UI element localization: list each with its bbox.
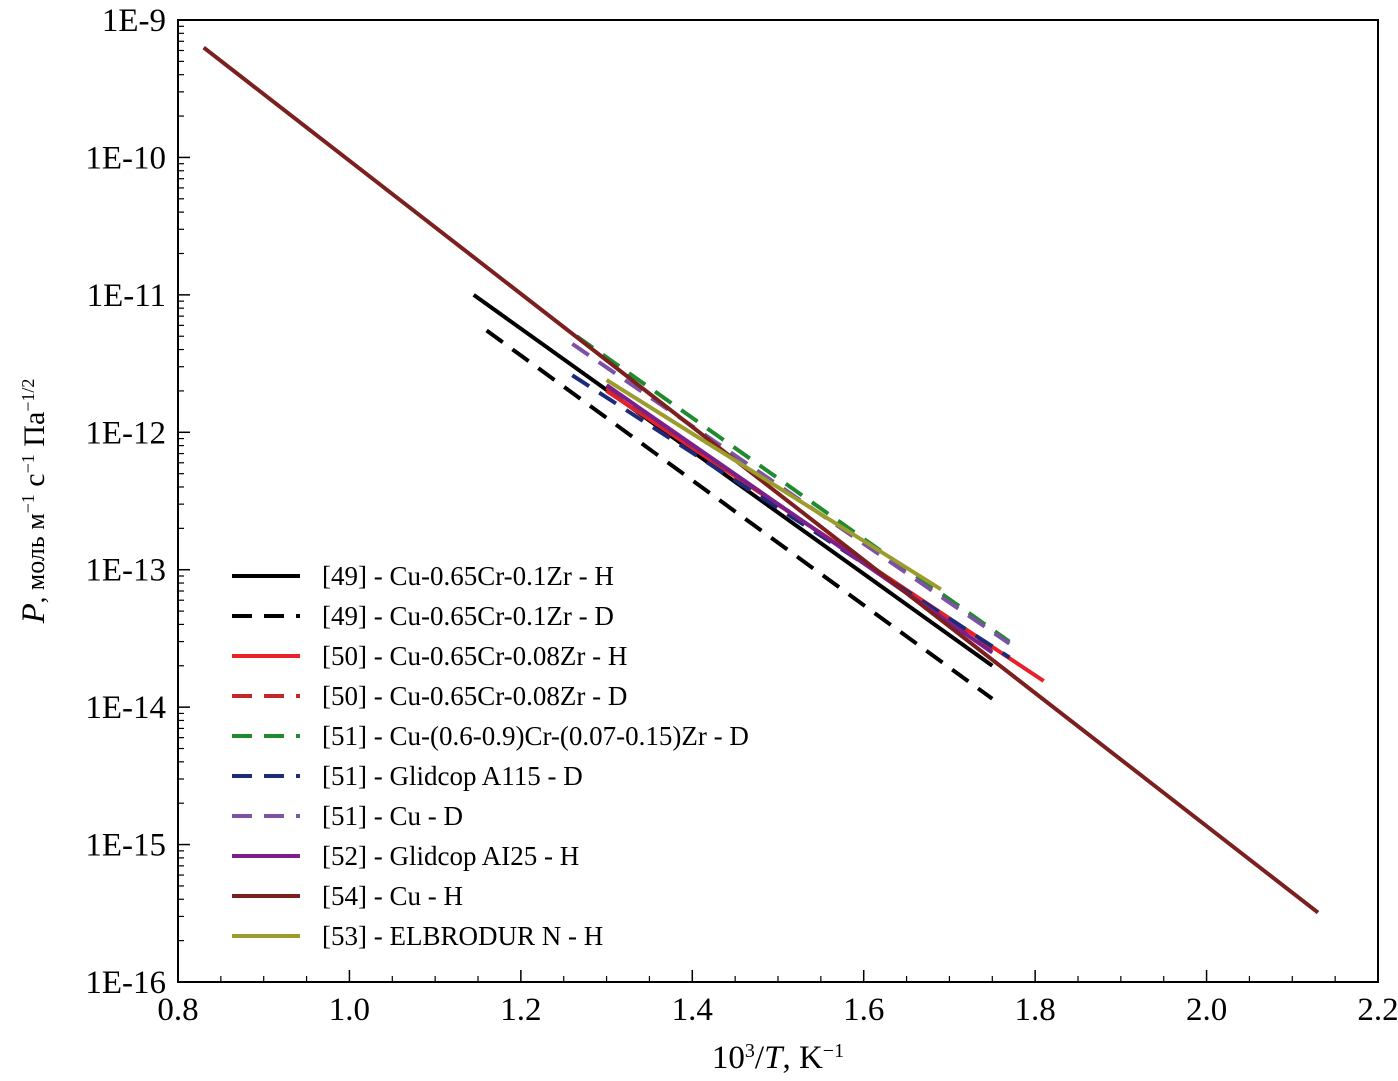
x-tick-labels: 0.8 1.0 1.2 1.4 1.6 1.8 2.0 2.2: [157, 992, 1398, 1028]
y-axis-title: P, моль м−1 с−1 Па−1/2: [16, 379, 52, 625]
series-layer: [202, 46, 1320, 915]
legend-label: [53] - ELBRODUR N - H: [322, 921, 603, 951]
legend-label: [51] - Cu - D: [322, 801, 463, 831]
y-tick-labels: 1E-9 1E-10 1E-11 1E-12 1E-13 1E-14 1E-15 1E-16: [85, 3, 166, 1001]
axis-ticks: [177, 19, 1379, 983]
x-tick-label: 0.8: [157, 992, 198, 1028]
x-tick-label: 1.2: [500, 992, 541, 1028]
series-line-10: [605, 378, 942, 591]
series-line-1: [472, 293, 994, 668]
legend-label: [51] - Glidcop A115 - D: [322, 761, 583, 791]
y-tick-label: 1E-14: [85, 690, 166, 726]
legend: [49] - Cu-0.65Cr-0.1Zr - H [49] - Cu-0.65…: [232, 561, 749, 951]
legend-label: [54] - Cu - H: [322, 881, 463, 911]
x-tick-label: 2.0: [1186, 992, 1227, 1028]
y-tick-label: 1E-16: [85, 965, 166, 1001]
x-tick-label: 1.0: [329, 992, 370, 1028]
series-line-9: [202, 46, 1320, 915]
legend-label: [52] - Glidcop AI25 - H: [322, 841, 579, 871]
legend-label: [49] - Cu-0.65Cr-0.1Zr - D: [322, 601, 614, 631]
series-line-2: [485, 328, 994, 701]
x-tick-label: 1.6: [843, 992, 884, 1028]
plot-frame: [177, 19, 1379, 983]
legend-label: [50] - Cu-0.65Cr-0.08Zr - D: [322, 681, 627, 711]
series-line-5: [575, 334, 1011, 644]
y-tick-label: 1E-12: [85, 415, 166, 451]
x-axis-title: 103/T, K−1: [712, 1040, 844, 1076]
y-tick-label: 1E-11: [87, 278, 166, 314]
y-tick-label: 1E-13: [85, 553, 166, 589]
x-tick-label: 2.2: [1357, 992, 1398, 1028]
y-tick-label: 1E-15: [85, 828, 166, 864]
legend-label: [50] - Cu-0.65Cr-0.08Zr - H: [322, 641, 627, 671]
x-tick-label: 1.8: [1015, 992, 1056, 1028]
y-tick-label: 1E-10: [85, 140, 166, 176]
x-tick-label: 1.4: [672, 992, 713, 1028]
series-line-6: [571, 373, 1011, 660]
legend-label: [51] - Cu-(0.6-0.9)Cr-(0.07-0.15)Zr - D: [322, 721, 749, 751]
y-tick-label: 1E-9: [102, 3, 166, 39]
legend-label: [49] - Cu-0.65Cr-0.1Zr - H: [322, 561, 614, 591]
